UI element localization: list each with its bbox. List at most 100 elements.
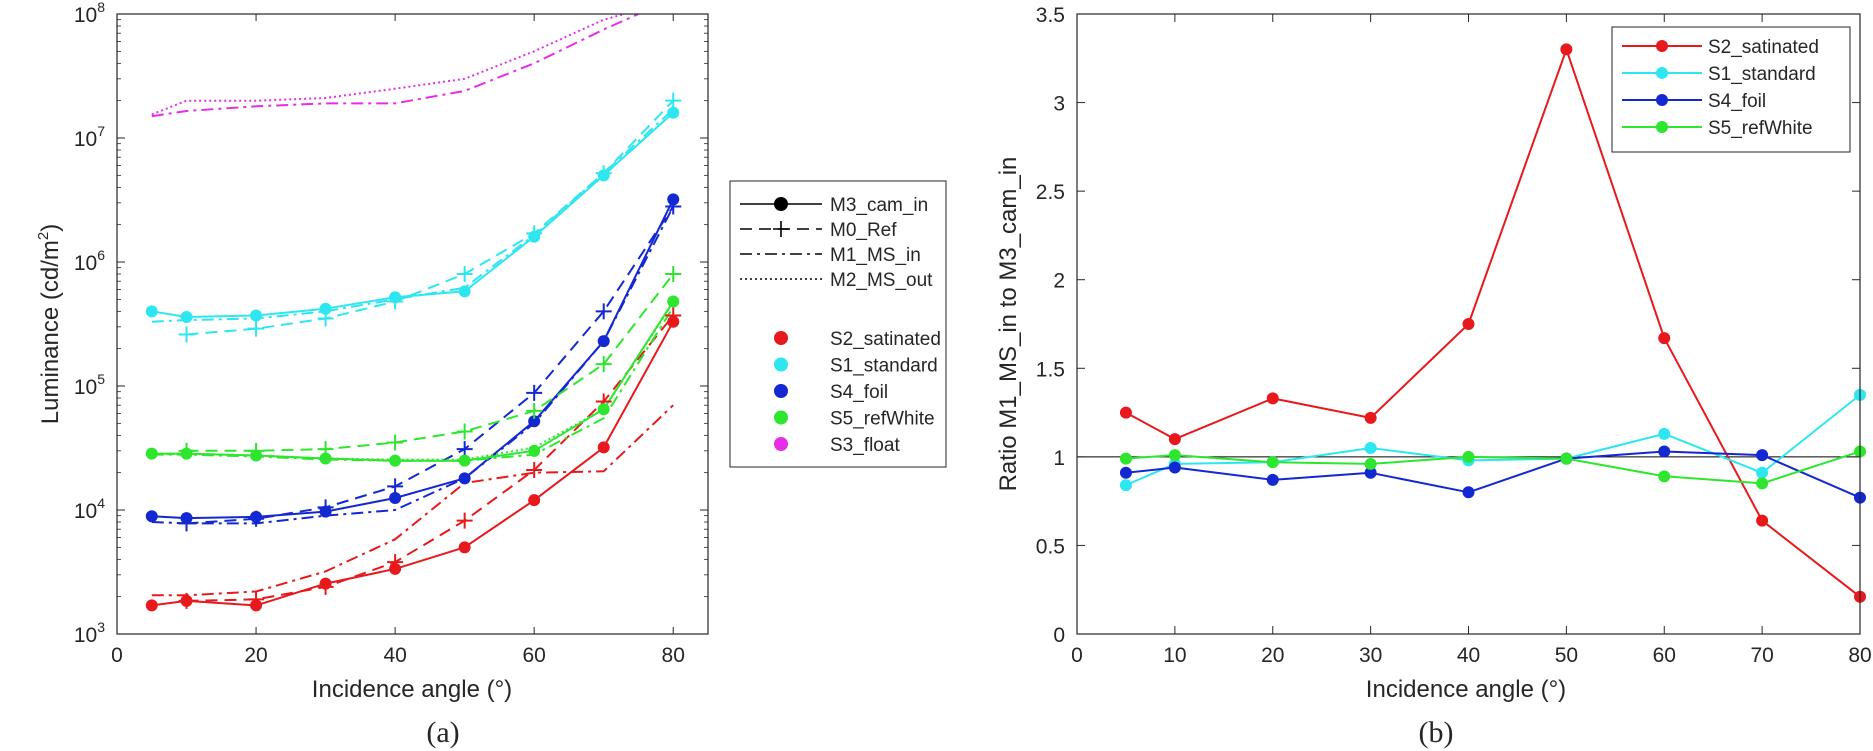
chart-a-series-s5-refwhite-m0-ref [186,273,674,452]
legend-a-label-m1-ms-in: M1_MS_in [830,245,921,266]
chart-a-ref-point-s4-foil [387,478,404,495]
legend-a-label-m2-ms-out: M2_MS_out [830,270,933,291]
chart-a-y-tick-label: 104 [74,495,105,523]
legend-a-swatch-s4-foil [774,384,788,398]
chart-a-series-s5-refwhite-m2-ms-out [151,302,675,461]
chart-a-y-tick-label: 105 [74,371,105,399]
chart-a-ref-point-s2-satinated [317,578,334,595]
chart-a-point-s1-standard [145,305,158,318]
chart-b-y-tick-label: 3.5 [1036,4,1065,27]
chart-b-x-tick-label: 80 [1848,644,1871,667]
chart-b-point-s2-satinated [1658,332,1671,345]
legend-b-marker-s4-foil [1656,94,1668,106]
legend-b-label-s5-refwhite: S5_refWhite [1708,118,1813,139]
chart-b-point-s1-standard [1119,479,1132,492]
chart-a-point-s1-standard [180,311,193,324]
legend-a-label-m0-ref: M0_Ref [830,220,897,241]
chart-b-point-s4-foil [1168,461,1181,474]
chart-b-y-tick-label: 1 [1053,447,1065,470]
chart-a-series-s3-float-m2-ms-out [151,14,625,116]
chart-b-point-s2-satinated [1462,318,1475,330]
chart-a-ref-point-s5-refwhite [665,266,682,283]
chart-a-ref-point-s1-standard [248,320,265,337]
chart-a-x-label: Incidence angle (°) [312,676,512,703]
chart-b-x-tick-label: 0 [1071,644,1083,667]
chart-a-x-tick-label: 60 [522,644,545,667]
legend-b-marker-s2-satinated [1656,40,1668,52]
chart-b-point-s5-refwhite [1266,456,1279,469]
legend-a-label-s4-foil: S4_foil [830,382,888,403]
chart-a-ref-point-s1-standard [178,326,195,343]
chart-b-point-s5-refwhite [1462,450,1475,463]
chart-a-point-s5-refwhite [458,454,471,467]
chart-a-ref-point-s5-refwhite [595,356,612,373]
legend-a-label-s1-standard: S1_standard [830,356,938,377]
chart-a-point-s1-standard [667,106,680,119]
chart-b-point-s4-foil [1462,486,1475,499]
chart-a-ref-point-s4-foil [595,303,612,320]
chart-b-point-s5-refwhite [1168,449,1181,462]
chart-b-point-s5-refwhite [1658,470,1671,483]
chart-a-ref-point-s5-refwhite [526,402,543,419]
chart-a-ref-point-s1-standard [595,165,612,182]
chart-a-point-s4-foil [145,510,158,523]
chart-b-point-s5-refwhite [1364,457,1377,470]
chart-b-point-s5-refwhite [1560,452,1573,465]
chart-a-y-tick-label: 107 [74,123,105,151]
chart-a-ref-point-s1-standard [526,225,543,242]
chart-a-ref-point-s2-satinated [526,462,543,479]
legend-a-label-s3-float: S3_float [830,435,900,456]
chart-b-point-s2-satinated [1560,43,1573,56]
chart-a-point-s4-foil [458,472,471,485]
legend-b-label-s4-foil: S4_foil [1708,91,1766,112]
chart-a-point-s2-satinated [597,441,610,454]
legend-b-label-s2-satinated: S2_satinated [1708,37,1819,58]
chart-a-ref-point-s4-foil [526,384,543,401]
chart-a-point-s2-satinated [145,599,158,612]
legend-b-label-s1-standard: S1_standard [1708,64,1816,85]
chart-a-ref-point-s5-refwhite [456,423,473,440]
chart-a-point-s5-refwhite [597,403,610,416]
chart-a-axes-box [116,13,709,635]
chart-b-point-s2-satinated [1119,406,1132,419]
chart-a-ref-point-s2-satinated [248,591,265,608]
chart-b-point-s4-foil [1119,466,1132,479]
chart-a-x-tick-label: 80 [662,644,685,667]
chart-b-point-s1-standard [1658,427,1671,440]
chart-a-y-tick-label: 106 [74,247,105,275]
chart-a-series-s2-satinated-m1-ms-in [151,404,674,597]
legend-a-label-m3-cam-in: M3_cam_in [830,195,928,216]
chart-b-x-tick-label: 40 [1457,644,1480,667]
chart-a-ref-point-s4-foil [317,499,334,516]
chart-a-point-s1-standard [250,309,263,322]
chart-a-legend-box [729,180,947,468]
chart-b-y-tick-label: 1.5 [1036,358,1065,381]
legend-b-marker-s5-refwhite [1656,121,1668,133]
chart-b-point-s4-foil [1658,445,1671,458]
chart-b-x-tick-label: 30 [1359,644,1382,667]
legend-a-swatch-s5-refwhite [774,410,788,425]
chart-b-x-label: Incidence angle (°) [1366,676,1566,703]
chart-a-ref-point-s5-refwhite [248,442,265,459]
chart-b-point-s2-satinated [1266,392,1279,405]
chart-a-point-s5-refwhite [667,295,680,308]
chart-a-ref-point-s1-standard [665,92,682,109]
chart-b-point-s2-satinated [1756,514,1769,527]
legend-b-marker-s1-standard [1656,67,1668,79]
chart-a-point-s2-satinated [458,541,471,554]
chart-a-series-s2-satinated-m0-ref [186,314,674,602]
chart-a-ref-point-s2-satinated [665,307,682,324]
chart-a-ref-point-s1-standard [456,266,473,283]
chart-b-point-s4-foil [1364,466,1377,479]
chart-a-ref-point-s5-refwhite [317,441,334,458]
chart-a-plot-area [117,14,708,634]
chart-a-y-tick-label: 103 [74,619,105,647]
chart-a-point-s5-refwhite [389,454,402,467]
chart-b-point-s5-refwhite [1119,452,1132,465]
legend-a-marker-m3-cam-in [774,197,788,211]
chart-b-legend: S2_satinated S1_standard S4_foil S5_refWhit… [1611,26,1851,153]
chart-a-point-s4-foil [389,491,402,504]
chart-a-ref-point-s2-satinated [387,554,404,571]
chart-b-y-tick-label: 2 [1053,270,1065,293]
chart-b-point-s4-foil [1756,449,1769,462]
